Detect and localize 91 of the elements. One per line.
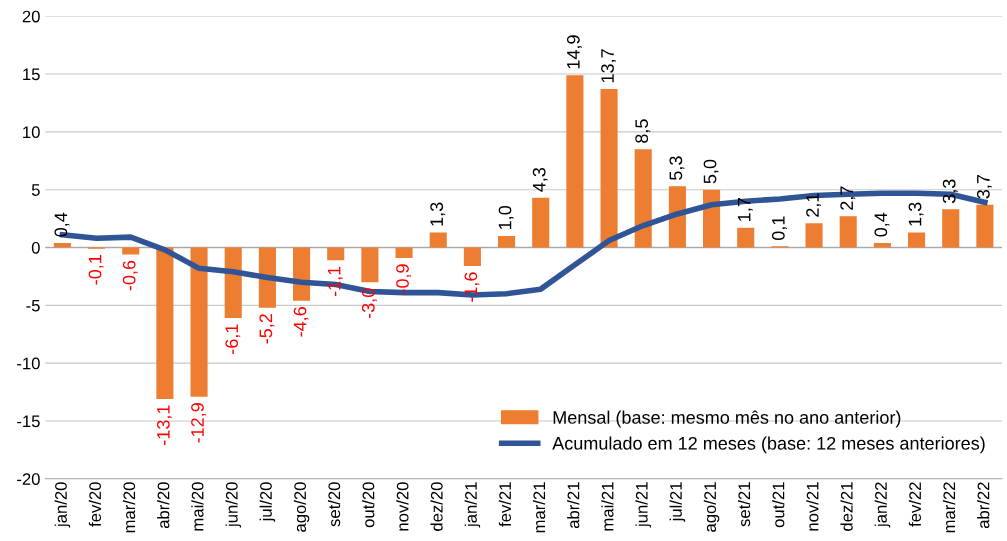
bar — [463, 247, 481, 267]
bar — [976, 204, 994, 248]
data-label: 8,5 — [635, 119, 651, 143]
x-tick-label: out/21 — [772, 482, 785, 528]
x-tick-label: jun/20 — [225, 482, 241, 528]
bar — [634, 149, 652, 248]
bar — [566, 75, 584, 248]
legend-label: Mensal (base: mesmo mês no ano anterior) — [553, 410, 901, 428]
x-tick-label: ago/21 — [703, 482, 720, 532]
data-label: -1,6 — [464, 272, 480, 302]
bar — [361, 247, 379, 283]
y-tick-label: -10 — [17, 357, 40, 370]
bar — [668, 186, 686, 248]
data-label: 5,3 — [669, 156, 685, 180]
y-tick-label: -20 — [17, 473, 40, 485]
data-label: 2,7 — [840, 186, 856, 210]
x-tick-label: abr/22 — [977, 482, 990, 529]
x-tick-label: jul/21 — [669, 482, 686, 522]
x-tick-label: set/21 — [737, 482, 751, 527]
bar — [224, 247, 242, 319]
data-label: -1,1 — [327, 266, 343, 297]
x-tick-label: fev/21 — [498, 482, 512, 527]
data-label: 5,0 — [703, 159, 719, 184]
data-label: 0,4 — [54, 212, 70, 237]
x-tick-label: out/20 — [362, 482, 375, 528]
data-label: 1,0 — [498, 205, 514, 230]
bar — [839, 216, 857, 248]
bar — [873, 242, 891, 248]
data-label: -12,9 — [191, 403, 207, 443]
data-label: -5,2 — [259, 314, 275, 344]
bar — [737, 227, 755, 248]
x-tick-label: dez/20 — [430, 482, 443, 531]
data-label: 1,3 — [908, 202, 924, 226]
bar — [395, 247, 413, 258]
data-label: 2,1 — [806, 193, 822, 217]
x-tick-label: fev/22 — [908, 482, 922, 527]
y-tick-label: 5 — [31, 184, 40, 196]
x-tick-label: jul/20 — [259, 482, 276, 522]
x-tick-label: jan/22 — [874, 482, 891, 528]
bar — [532, 197, 550, 248]
bar — [908, 232, 926, 248]
y-tick-label: -5 — [26, 299, 40, 312]
x-tick-label: mar/22 — [942, 482, 956, 533]
y-tick-label: -15 — [17, 415, 40, 428]
data-label: -3,0 — [361, 288, 377, 319]
y-tick-label: 15 — [23, 68, 40, 81]
x-tick-label: mai/21 — [601, 482, 614, 531]
data-label: -13,1 — [156, 405, 172, 445]
x-tick-label: nov/21 — [806, 482, 819, 531]
x-tick-label: jun/21 — [635, 482, 651, 528]
data-label: -0,1 — [88, 255, 104, 285]
x-tick-label: ago/20 — [293, 482, 310, 532]
x-tick-label: nov/20 — [396, 482, 409, 531]
y-tick-label: 10 — [23, 126, 40, 139]
data-label: 4,3 — [532, 167, 548, 192]
bar — [600, 89, 618, 248]
y-tick-label: 20 — [22, 10, 40, 23]
bar — [327, 247, 345, 261]
x-tick-label: dez/21 — [840, 482, 853, 531]
bar — [703, 189, 721, 248]
x-tick-label: jan/21 — [464, 482, 481, 528]
data-label: 3,7 — [976, 174, 992, 199]
data-label: -0,6 — [122, 260, 138, 291]
data-label: -6,1 — [225, 324, 241, 354]
y-tick-label: 0 — [31, 241, 40, 254]
x-tick-label: mar/21 — [532, 482, 546, 533]
bar — [498, 235, 516, 248]
data-label: -0,9 — [396, 264, 412, 294]
bar — [190, 247, 208, 397]
x-tick-label: abr/21 — [567, 482, 580, 529]
bar — [805, 223, 823, 248]
data-label: 0,4 — [874, 212, 890, 237]
x-tick-label: fev/20 — [88, 482, 102, 527]
data-label: 13,7 — [601, 49, 617, 83]
data-label: 1,7 — [737, 198, 753, 221]
bar — [258, 247, 276, 308]
legend-label: Acumulado em 12 meses (base: 12 meses anteriores) — [552, 436, 985, 454]
bar — [53, 242, 71, 248]
bar — [942, 209, 960, 248]
x-tick-label: set/20 — [327, 482, 341, 527]
bar — [156, 247, 174, 399]
data-label: 14,9 — [566, 35, 582, 69]
data-label: 3,3 — [942, 179, 958, 204]
x-tick-label: mar/20 — [122, 482, 136, 533]
x-tick-label: jan/20 — [54, 482, 71, 528]
data-label: -4,6 — [293, 307, 309, 337]
bar — [429, 232, 447, 248]
x-tick-label: abr/20 — [157, 482, 170, 529]
data-label: 1,3 — [430, 202, 446, 226]
x-tick-label: mai/20 — [191, 482, 204, 531]
data-label: 0,1 — [771, 216, 787, 241]
